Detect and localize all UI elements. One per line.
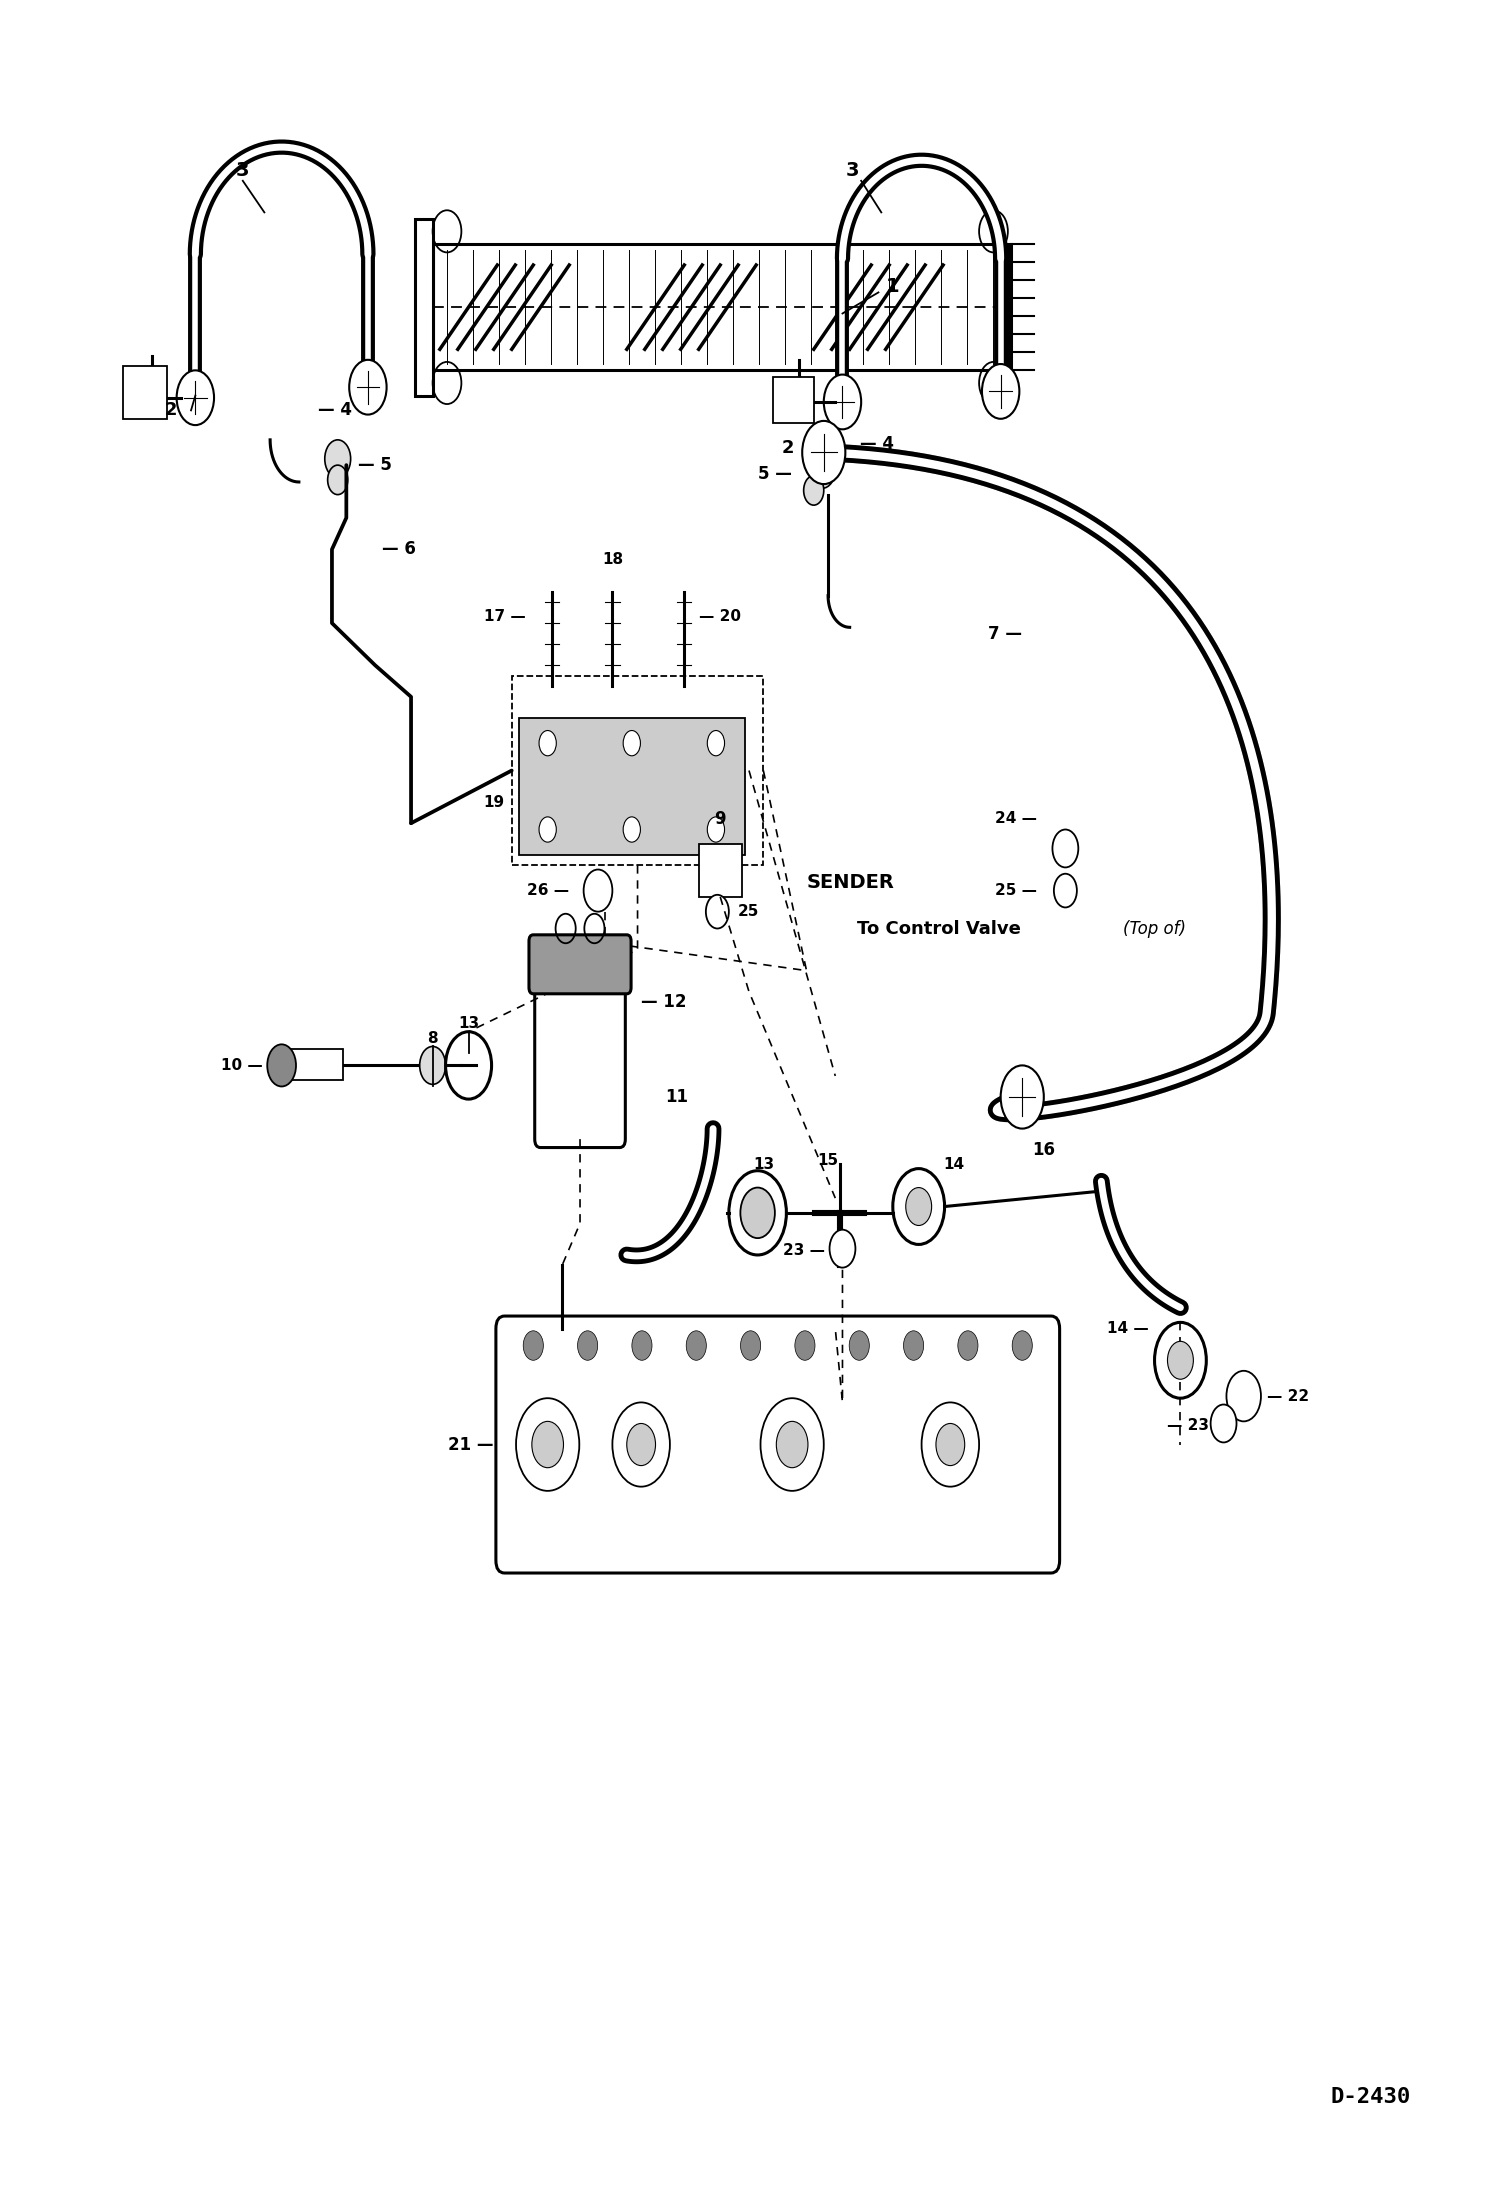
Text: 14: 14	[944, 1156, 965, 1172]
Text: 25 —: 25 —	[995, 884, 1037, 897]
Circle shape	[1210, 1404, 1236, 1441]
Circle shape	[328, 465, 348, 494]
Text: 25: 25	[737, 904, 759, 919]
Text: 15: 15	[818, 1152, 839, 1167]
Text: — 4: — 4	[318, 402, 352, 419]
Circle shape	[686, 1332, 707, 1360]
Circle shape	[707, 731, 725, 755]
Text: 9: 9	[715, 810, 727, 827]
Circle shape	[532, 1422, 563, 1468]
Text: 17 —: 17 —	[484, 610, 526, 625]
Circle shape	[803, 476, 824, 505]
Text: 2: 2	[165, 402, 177, 419]
Text: 3: 3	[237, 160, 250, 180]
Bar	[286, 1049, 343, 1079]
Bar	[773, 377, 813, 423]
Text: 3: 3	[846, 160, 860, 180]
Bar	[512, 676, 764, 864]
Circle shape	[523, 1332, 544, 1360]
FancyBboxPatch shape	[415, 219, 433, 395]
Text: — 4: — 4	[860, 434, 894, 454]
Circle shape	[906, 1187, 932, 1226]
Text: 14 —: 14 —	[1107, 1321, 1149, 1336]
Circle shape	[1167, 1341, 1194, 1380]
Circle shape	[776, 1422, 807, 1468]
Text: 16: 16	[1032, 1141, 1055, 1158]
Circle shape	[623, 816, 641, 842]
FancyBboxPatch shape	[535, 941, 625, 1147]
Text: — 6: — 6	[382, 540, 416, 559]
Circle shape	[325, 439, 351, 478]
Circle shape	[740, 1332, 761, 1360]
FancyBboxPatch shape	[529, 935, 631, 994]
Circle shape	[1001, 1066, 1044, 1128]
Bar	[518, 717, 745, 856]
Circle shape	[419, 1047, 445, 1084]
Text: 23 —: 23 —	[783, 1244, 825, 1257]
Circle shape	[578, 1332, 598, 1360]
Circle shape	[849, 1332, 869, 1360]
Text: D-2430: D-2430	[1330, 2086, 1411, 2108]
Text: 2: 2	[782, 439, 794, 456]
Text: SENDER: SENDER	[806, 873, 894, 891]
Text: 26 —: 26 —	[527, 884, 569, 897]
Bar	[433, 244, 1008, 371]
Text: 13: 13	[458, 1016, 479, 1031]
Text: — 5: — 5	[358, 456, 391, 474]
Text: — 22: — 22	[1267, 1389, 1309, 1404]
Text: (Top of): (Top of)	[1124, 919, 1186, 937]
Circle shape	[740, 1187, 774, 1237]
Circle shape	[584, 869, 613, 913]
Circle shape	[1055, 873, 1077, 908]
Text: 11: 11	[665, 1088, 689, 1106]
Text: 1: 1	[885, 276, 900, 296]
Circle shape	[626, 1424, 656, 1466]
Circle shape	[632, 1332, 652, 1360]
Circle shape	[983, 364, 1019, 419]
Circle shape	[903, 1332, 924, 1360]
Text: — 23: — 23	[1167, 1417, 1209, 1433]
FancyBboxPatch shape	[496, 1316, 1059, 1573]
Circle shape	[830, 1229, 855, 1268]
Text: 24 —: 24 —	[995, 812, 1037, 827]
Text: 21 —: 21 —	[448, 1435, 493, 1455]
Circle shape	[803, 421, 845, 485]
Circle shape	[539, 816, 556, 842]
Circle shape	[706, 895, 730, 928]
Text: 13: 13	[753, 1156, 774, 1172]
Text: To Control Valve: To Control Valve	[857, 919, 1020, 937]
Text: 7 —: 7 —	[989, 625, 1022, 643]
Bar	[698, 845, 742, 897]
Text: 10 —: 10 —	[222, 1058, 264, 1073]
Circle shape	[349, 360, 386, 415]
Bar	[123, 366, 166, 419]
Text: 19: 19	[484, 794, 505, 810]
Circle shape	[824, 375, 861, 430]
Circle shape	[795, 1332, 815, 1360]
Circle shape	[707, 816, 725, 842]
Circle shape	[936, 1424, 965, 1466]
Text: 5 —: 5 —	[758, 465, 792, 483]
Circle shape	[623, 731, 641, 755]
Circle shape	[267, 1044, 297, 1086]
Text: 18: 18	[602, 553, 623, 568]
Text: — 20: — 20	[698, 610, 740, 625]
Circle shape	[957, 1332, 978, 1360]
Circle shape	[539, 731, 556, 755]
Circle shape	[177, 371, 214, 426]
Circle shape	[1013, 1332, 1032, 1360]
Text: — 12: — 12	[641, 994, 686, 1011]
Circle shape	[809, 450, 836, 489]
Text: 8: 8	[427, 1031, 437, 1047]
